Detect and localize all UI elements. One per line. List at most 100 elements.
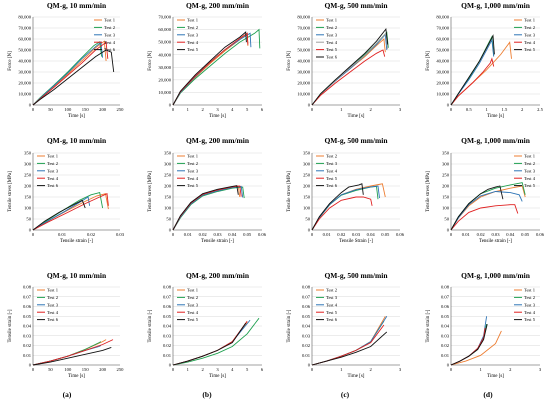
chart-3-4-ytick: 0.01 [441, 353, 450, 358]
chart-2-4-ytick: 0 [447, 228, 450, 233]
chart-2-2-xtick: 0.04 [228, 232, 237, 237]
chart-2-3-legend-label-5: Test 6 [326, 183, 338, 188]
chart-3-3-ytick: 0.01 [302, 353, 311, 358]
chart-3-3-xlabel: Time [s] [348, 374, 365, 379]
chart-1-4-xtick: 1 [485, 107, 488, 112]
chart-2-1-title: QM-g, 10 mm/min [47, 136, 107, 145]
chart-2-4-legend-label-3: Test 3 [524, 168, 536, 173]
chart-1-4-xtick: 2 [521, 107, 524, 112]
chart-1-1-xtick: 50 [48, 107, 53, 112]
chart-2-4-xtick: 0 [450, 232, 453, 237]
chart-3-1-xtick: 0 [32, 367, 35, 372]
chart-2-4-series-3 [450, 191, 523, 231]
chart-3-3-legend-label-1: Test 2 [326, 288, 338, 293]
chart-1-4-title: QM-g, 1,000 mm/min [461, 1, 531, 10]
chart-3-3-series-5 [311, 331, 388, 366]
chart-3-1-ytick: 0.05 [23, 314, 32, 319]
chart-1-3-ytick: 50,000 [297, 48, 310, 54]
chart-3-2-ytick: 0.07 [163, 294, 172, 299]
chart-2-2-legend-label-5: Test 5 [187, 183, 199, 188]
chart-3-3-ylabel: Tensile strain [-] [287, 309, 292, 342]
chart-1-4-ylabel: Force [N] [426, 51, 431, 71]
chart-3-2-ytick: 0.04 [163, 324, 172, 329]
chart-3-2-ytick: 0.05 [163, 314, 172, 319]
chart-2-1-legend-label-4: Test 4 [47, 176, 59, 181]
chart-1-1-xtick: 100 [64, 107, 72, 112]
chart-1-1-legend-label-1: Test 1 [104, 18, 116, 23]
chart-2-2-xtick: 0.01 [184, 232, 193, 237]
chart-2-4-ytick: 250 [442, 173, 450, 178]
chart-1-3-legend-label-5: Test 5 [326, 47, 338, 52]
chart-1-1-ytick: 40,000 [18, 59, 31, 65]
chart-3-2-legend-label-3: Test 3 [187, 302, 199, 307]
chart-2-2-xtick: 0.05 [243, 232, 252, 237]
chart-1-1-ytick: 80,000 [18, 15, 31, 21]
chart-3-2-xtick: 1 [187, 367, 190, 372]
chart-1-4-xlabel: Time [s] [487, 114, 504, 119]
chart-3-3-ytick: 0.03 [302, 333, 311, 338]
chart-3-4-ytick: 0.05 [441, 314, 450, 319]
chart-1-2-ytick: 20,000 [158, 77, 171, 83]
chart-1-3-legend-label-3: Test 3 [326, 32, 338, 37]
chart-2-3-xtick: 0.02 [337, 232, 346, 237]
chart-3-1-legend-label-3: Test 3 [47, 302, 59, 307]
chart-2-4-legend-label-1: Test 1 [524, 154, 536, 159]
chart-3-4-ytick: 0.08 [441, 285, 450, 290]
chart-1-4-ytick: 20,000 [436, 81, 449, 87]
chart-1-2-legend-label-2: Test 2 [187, 25, 199, 30]
chart-2-4-ytick: 100 [442, 206, 450, 211]
chart-2-3-ytick: 350 [303, 151, 311, 156]
chart-3-4-xtick: 1 [480, 367, 483, 372]
chart-2-1-series-1 [32, 193, 109, 231]
chart-2-2-title: QM-g, 200 mm/min [186, 136, 250, 145]
chart-1-4-ytick: 0 [447, 103, 450, 108]
chart-2-1-xlabel: Tensile strain [-] [60, 239, 93, 244]
chart-1-1-xlabel: Time [s] [68, 114, 85, 119]
chart-3-4-ytick: 0.04 [441, 324, 450, 329]
chart-3-2-ylabel: Tensile strain [-] [148, 309, 153, 342]
chart-3-3-ytick: 0.04 [302, 324, 311, 329]
chart-3-1-legend-label-5: Test 6 [47, 317, 59, 322]
chart-2-4-series-4 [450, 204, 519, 231]
chart-3-3-legend-label-5: Test 6 [326, 317, 338, 322]
chart-1-1-ytick: 10,000 [18, 92, 31, 98]
chart-3-4-legend-label-2: Test 2 [524, 295, 536, 300]
chart-1-4-xtick: 0 [450, 107, 453, 112]
chart-2-2-ylabel: Tensile stress [MPa] [148, 171, 153, 212]
chart-3-3-xtick: 1 [340, 367, 343, 372]
chart-1-2-ytick: 70,000 [158, 15, 171, 21]
chart-1-1-ytick: 50,000 [18, 48, 31, 54]
chart-1-3-ytick: 10,000 [297, 92, 310, 98]
chart-3-1-series-5 [32, 346, 112, 366]
chart-2-3-series-5 [311, 183, 364, 231]
chart-2-2-xtick: 0.02 [199, 232, 208, 237]
chart-2-2-ytick: 50 [166, 217, 171, 222]
chart-1-2-xtick: 0 [172, 107, 175, 112]
chart-2-4-series-5 [450, 185, 504, 231]
chart-2-3-xtick: 0 [311, 232, 314, 237]
chart-2-4-ytick: 300 [442, 162, 450, 167]
chart-2-1-legend-label-1: Test 1 [47, 154, 59, 159]
chart-1-4-ytick: 60,000 [436, 37, 449, 43]
chart-2-1-legend-label-2: Test 2 [47, 161, 59, 166]
chart-3-4-ytick: 0 [447, 363, 450, 368]
chart-1-1-legend-label-2: Test 2 [104, 25, 116, 30]
chart-3-4-legend-label-1: Test 1 [524, 288, 536, 293]
chart-1-4-legend-label-1: Test 1 [524, 18, 536, 23]
panel-label-d: (d) [483, 390, 493, 399]
chart-3-2-xtick: 3 [216, 367, 219, 372]
chart-1-1-title: QM-g, 10 mm/min [47, 1, 107, 10]
chart-1-3-xlabel: Time [s] [348, 114, 365, 119]
chart-1-4-ytick: 80,000 [436, 15, 449, 21]
chart-1-3-ytick: 20,000 [297, 81, 310, 87]
chart-2-1-xtick: 0.02 [87, 232, 96, 237]
chart-3-1-ytick: 0 [29, 363, 32, 368]
chart-2-2-ytick: 200 [164, 184, 172, 189]
chart-3-4-xtick: 3 [539, 367, 542, 372]
chart-2-1-series-3 [32, 196, 91, 231]
chart-3-4-series-1 [450, 330, 502, 366]
chart-2-4-xtick: 0.04 [506, 232, 515, 237]
chart-1-4-ytick: 50,000 [436, 48, 449, 54]
chart-1-3-ytick: 30,000 [297, 70, 310, 76]
